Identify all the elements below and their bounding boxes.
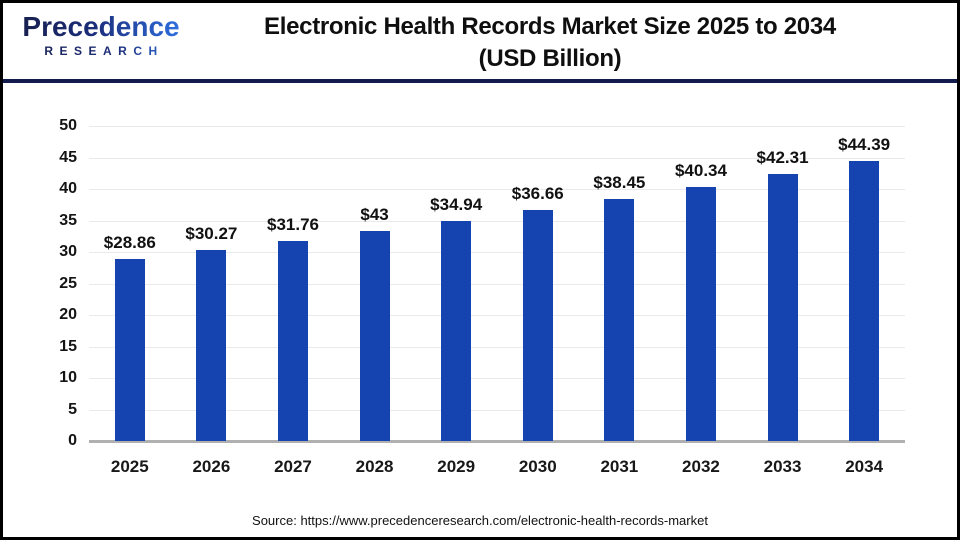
- bar-columns: $28.86 2025 $30.27 2026 $31.76 2027 $43 2028 $34…: [89, 126, 905, 476]
- bar: [441, 220, 472, 441]
- y-tick-label: 10: [59, 369, 77, 386]
- bar: [359, 231, 390, 441]
- bar-value-label: $28.86: [103, 233, 156, 253]
- chart-title-line2: (USD Billion): [478, 45, 622, 72]
- y-tick-label: 45: [59, 148, 77, 166]
- x-tick-label: 2026: [192, 457, 231, 476]
- gridline: [89, 157, 905, 159]
- x-tick-label: 2027: [274, 457, 312, 476]
- gridline: [89, 189, 905, 190]
- x-tick-label: 2028: [355, 457, 394, 476]
- bar-column: $44.39 2034: [823, 126, 905, 476]
- bar-value-label: $30.27: [185, 224, 238, 244]
- header: Precedence RESEARCH Electronic Health Re…: [3, 3, 957, 83]
- bar: [277, 240, 308, 441]
- logo-wordmark: Precedence: [22, 11, 180, 42]
- bar: [849, 161, 880, 441]
- bar-column: $30.27 2026: [171, 126, 253, 476]
- chart-title: Electronic Health Records Market Size 20…: [183, 11, 917, 75]
- bar-column: $40.34 2032: [660, 126, 742, 476]
- bar-value-label: $38.45: [593, 172, 646, 192]
- bar: [685, 186, 716, 441]
- bar-value-label: $34.94: [430, 194, 483, 214]
- bar: [604, 198, 635, 441]
- y-tick-label: 40: [59, 180, 77, 197]
- bar: [114, 259, 145, 441]
- x-tick-label: 2029: [437, 457, 476, 476]
- y-tick-label: 0: [68, 432, 77, 449]
- bar-column: $31.76 2027: [252, 126, 334, 476]
- x-tick-label: 2030: [518, 457, 557, 476]
- source-note: Source: https://www.precedenceresearch.c…: [252, 513, 708, 528]
- x-tick-label: 2025: [110, 457, 149, 476]
- gridline: [89, 315, 905, 316]
- gridline: [89, 220, 905, 222]
- bar: [196, 250, 227, 441]
- gridline: [89, 126, 905, 127]
- x-tick-label: 2031: [600, 457, 639, 476]
- bar-value-label: $44.39: [838, 135, 891, 155]
- bar-value-label: $31.76: [266, 214, 319, 234]
- bar: [767, 174, 798, 441]
- bar-column: $28.86 2025: [89, 126, 171, 476]
- gridline: [89, 283, 905, 285]
- bar: [522, 210, 553, 441]
- x-tick-label: 2034: [845, 457, 884, 476]
- bar-chart: 0 5 10 15 20 25 30 35 40 45 50 $28.86 2025 $30.27 2026…: [3, 3, 957, 537]
- x-axis-baseline: [89, 440, 905, 443]
- bar-column: $38.45 2031: [579, 126, 661, 476]
- bar-column: $42.31 2033: [742, 126, 824, 476]
- y-tick-label: 50: [59, 117, 77, 134]
- x-tick-label: 2032: [682, 457, 720, 476]
- chart-title-line1: Electronic Health Records Market Size 20…: [264, 13, 836, 40]
- bar-column: $43 2028: [334, 126, 416, 476]
- y-tick-label: 5: [68, 400, 77, 418]
- bar-value-label: $43: [360, 205, 389, 225]
- bar-value-label: $40.34: [674, 160, 727, 180]
- bar-column: $36.66 2030: [497, 126, 579, 476]
- y-tick-label: 15: [59, 337, 77, 355]
- y-tick-label: 30: [59, 243, 77, 260]
- gridline: [89, 252, 905, 253]
- bar-value-label: $36.66: [511, 184, 564, 204]
- precedence-research-logo: Precedence RESEARCH: [21, 11, 181, 58]
- x-tick-label: 2033: [763, 457, 802, 476]
- y-tick-label: 35: [59, 211, 77, 229]
- gridline: [89, 409, 905, 411]
- bar-column: $34.94 2029: [415, 126, 497, 476]
- bar-value-label: $42.31: [756, 148, 809, 168]
- y-tick-label: 25: [59, 274, 77, 292]
- y-tick-label: 20: [59, 306, 77, 323]
- gridline: [89, 346, 905, 348]
- gridline: [89, 378, 905, 379]
- logo-subtitle: RESEARCH: [21, 45, 181, 57]
